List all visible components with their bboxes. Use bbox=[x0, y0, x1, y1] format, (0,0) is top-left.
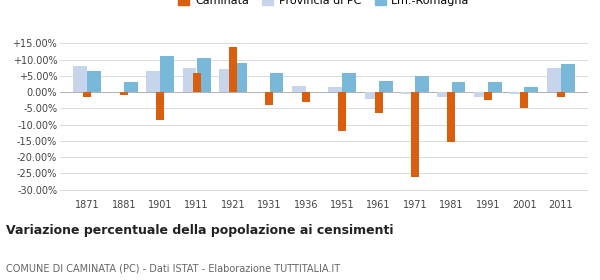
Bar bbox=[233, 63, 247, 92]
Bar bbox=[401, 92, 415, 94]
Bar bbox=[338, 92, 346, 131]
Bar bbox=[83, 92, 91, 97]
Bar bbox=[374, 92, 383, 113]
Text: COMUNE DI CAMINATA (PC) - Dati ISTAT - Elaborazione TUTTITALIA.IT: COMUNE DI CAMINATA (PC) - Dati ISTAT - E… bbox=[6, 263, 340, 273]
Bar bbox=[547, 68, 560, 92]
Bar bbox=[510, 92, 524, 94]
Bar bbox=[524, 87, 538, 92]
Text: Variazione percentuale della popolazione ai censimenti: Variazione percentuale della popolazione… bbox=[6, 224, 394, 237]
Bar bbox=[328, 87, 342, 92]
Bar bbox=[437, 92, 451, 97]
Bar bbox=[146, 71, 160, 92]
Bar bbox=[452, 82, 466, 92]
Bar bbox=[302, 92, 310, 102]
Bar bbox=[88, 71, 101, 92]
Bar bbox=[561, 64, 575, 92]
Bar bbox=[124, 82, 138, 92]
Bar bbox=[219, 69, 233, 92]
Bar bbox=[411, 92, 419, 176]
Bar bbox=[160, 56, 174, 92]
Bar bbox=[488, 82, 502, 92]
Bar bbox=[182, 68, 196, 92]
Bar bbox=[265, 92, 274, 105]
Bar bbox=[365, 92, 379, 99]
Bar bbox=[415, 76, 429, 92]
Legend: Caminata, Provincia di PC, Em.-Romagna: Caminata, Provincia di PC, Em.-Romagna bbox=[176, 0, 472, 9]
Bar bbox=[120, 92, 128, 95]
Bar bbox=[197, 58, 211, 92]
Bar bbox=[229, 46, 237, 92]
Bar bbox=[193, 73, 200, 92]
Bar bbox=[520, 92, 528, 108]
Bar bbox=[474, 92, 488, 97]
Bar bbox=[557, 92, 565, 97]
Bar bbox=[379, 81, 392, 92]
Bar bbox=[292, 86, 305, 92]
Bar bbox=[343, 73, 356, 92]
Bar bbox=[484, 92, 492, 100]
Bar bbox=[73, 66, 87, 92]
Bar bbox=[448, 92, 455, 143]
Bar bbox=[156, 92, 164, 120]
Bar bbox=[269, 73, 283, 92]
